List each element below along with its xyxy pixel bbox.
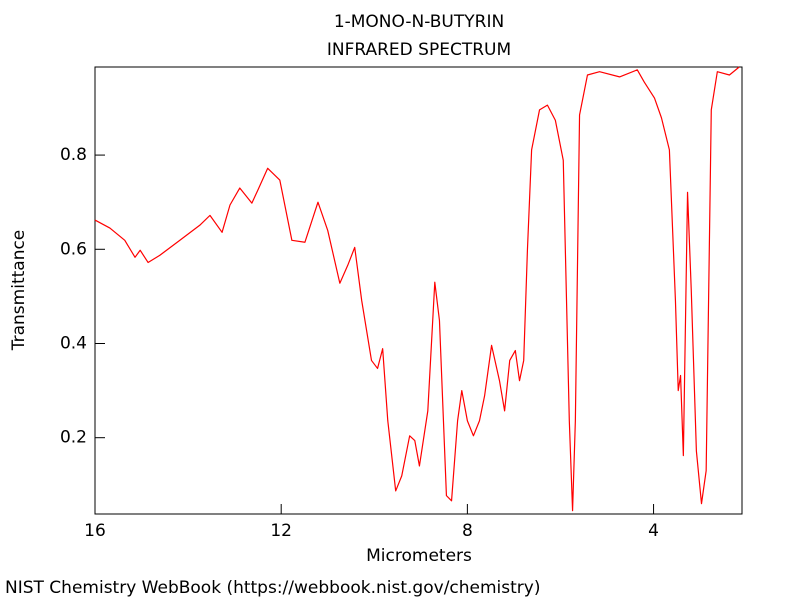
y-tick-label: 0.6	[60, 239, 87, 259]
x-tick-label: 16	[84, 521, 106, 541]
x-tick-label: 4	[648, 521, 659, 541]
source-note: NIST Chemistry WebBook (https://webbook.…	[5, 578, 540, 598]
plot-frame	[94, 66, 743, 515]
x-tick-label: 8	[462, 521, 473, 541]
spectrum-line	[94, 66, 740, 512]
chart-title: 1-MONO-N-BUTYRIN	[334, 12, 504, 32]
x-tick-label: 12	[270, 521, 292, 541]
chart-subtitle: INFRARED SPECTRUM	[327, 40, 511, 60]
y-axis-label: Transmittance	[9, 230, 29, 352]
y-tick-label: 0.2	[60, 428, 87, 448]
x-axis-label: Micrometers	[366, 546, 472, 566]
y-tick-label: 0.4	[60, 333, 87, 353]
y-tick-label: 0.8	[60, 145, 87, 165]
